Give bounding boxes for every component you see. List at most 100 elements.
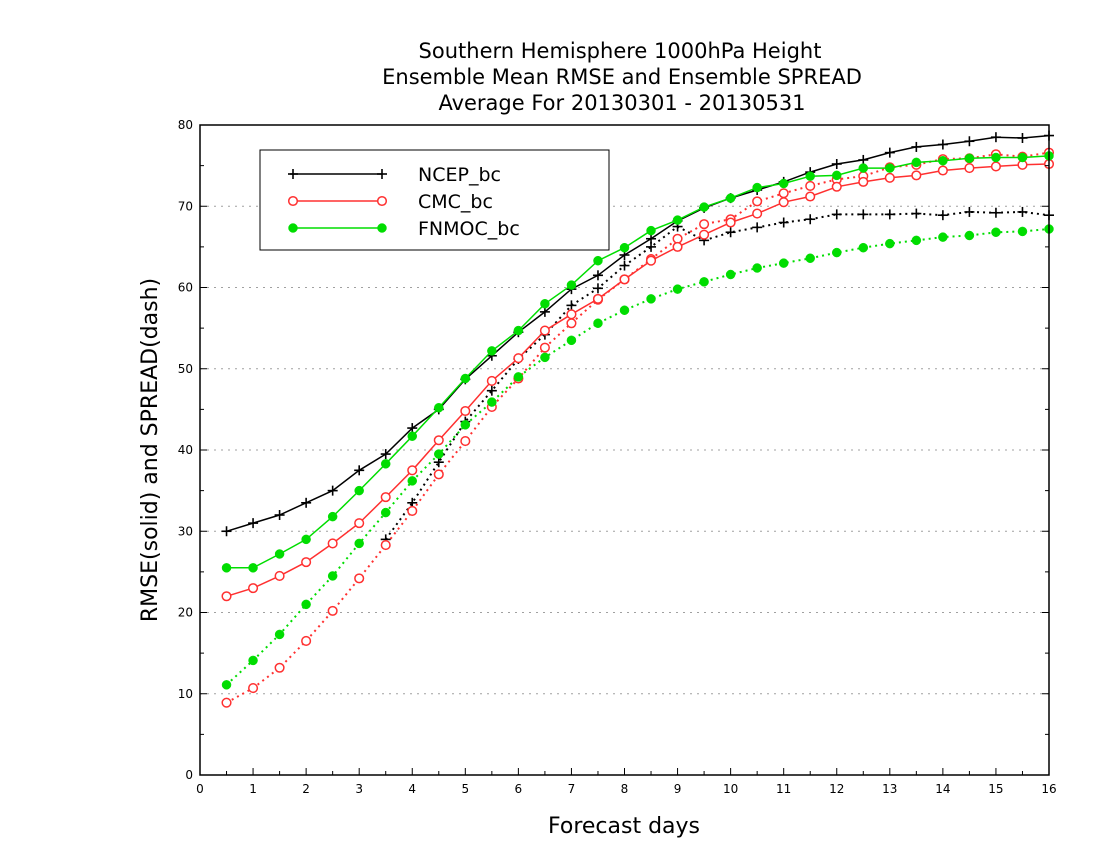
chart-title-line-2: Ensemble Mean RMSE and Ensemble SPREAD [382, 65, 862, 89]
y-tick-label-70: 70 [178, 199, 193, 213]
spread-point-fnmoc-bc [911, 235, 922, 246]
spread-line-ncep-bc [384, 210, 1050, 540]
x-tick-label-13: 13 [882, 782, 897, 796]
x-tick-label-8: 8 [621, 782, 629, 796]
spread-point-ncep-bc [831, 209, 842, 220]
spread-point-ncep-bc [990, 207, 1001, 218]
rmse-point-cmc-bc [301, 557, 312, 568]
x-tick-label-2: 2 [302, 782, 310, 796]
x-tick-label-10: 10 [723, 782, 738, 796]
rmse-point-cmc-bc [354, 518, 365, 529]
rmse-point-fnmoc-bc [327, 511, 338, 522]
spread-point-ncep-bc [911, 208, 922, 219]
rmse-point-ncep-bc [592, 270, 603, 281]
rmse-point-cmc-bc [645, 255, 657, 266]
spread-point-fnmoc-bc [1017, 226, 1028, 237]
spread-point-fnmoc-bc [407, 476, 417, 486]
spread-point-cmc-bc [380, 540, 391, 551]
rmse-point-cmc-bc [884, 172, 895, 183]
rmse-point-ncep-bc [221, 526, 232, 537]
x-tick-label-11: 11 [776, 782, 791, 796]
y-tick-label-20: 20 [178, 606, 193, 620]
rmse-point-fnmoc-bc [460, 373, 471, 384]
legend-marker-cmc-bc [376, 195, 388, 207]
rmse-point-fnmoc-bc [593, 255, 603, 266]
x-tick-label-4: 4 [408, 782, 416, 796]
spread-point-cmc-bc [805, 180, 816, 191]
rmse-point-fnmoc-bc [274, 549, 285, 559]
rmse-point-cmc-bc [699, 229, 710, 240]
rmse-point-ncep-bc [1017, 133, 1028, 143]
rmse-point-cmc-bc [486, 375, 497, 386]
rmse-point-fnmoc-bc [778, 178, 789, 189]
spread-point-fnmoc-bc [885, 238, 895, 249]
rmse-point-ncep-bc [327, 485, 338, 496]
spread-point-ncep-bc [964, 206, 975, 217]
spread-point-ncep-bc [619, 260, 630, 271]
rmse-point-cmc-bc [964, 163, 975, 174]
legend: NCEP_bc CMC_bc FNMOC_bc [259, 149, 610, 251]
rmse-point-ncep-bc [831, 159, 842, 169]
spread-point-fnmoc-bc [513, 372, 524, 382]
rmse-point-ncep-bc [990, 132, 1001, 143]
spread-point-fnmoc-bc [805, 253, 815, 263]
spread-point-fnmoc-bc [301, 599, 311, 610]
x-tick-label-15: 15 [988, 782, 1003, 796]
spread-point-fnmoc-bc [460, 420, 471, 430]
rmse-point-ncep-bc [248, 518, 259, 529]
legend-item-ncep-bc: NCEP_bc [288, 164, 501, 186]
rmse-point-ncep-bc [964, 136, 975, 147]
legend-marker-fnmoc-bc [377, 223, 387, 233]
spread-point-fnmoc-bc [858, 242, 869, 253]
spread-point-fnmoc-bc [646, 294, 656, 304]
rmse-point-fnmoc-bc [1017, 152, 1028, 163]
spread-point-fnmoc-bc [699, 277, 709, 287]
title-group: Southern Hemisphere 1000hPa Height Ensem… [382, 39, 862, 115]
spread-point-cmc-bc [433, 469, 444, 480]
rmse-point-fnmoc-bc [248, 563, 258, 573]
rmse-point-ncep-bc [646, 233, 657, 244]
spread-point-cmc-bc [460, 436, 471, 447]
spread-point-ncep-bc [858, 209, 869, 220]
rmse-point-fnmoc-bc [911, 157, 922, 168]
rmse-point-fnmoc-bc [725, 193, 736, 203]
spread-point-fnmoc-bc [540, 352, 550, 363]
spread-point-ncep-bc [937, 210, 948, 221]
legend-label-cmc-bc: CMC_bc [418, 191, 493, 213]
rmse-point-cmc-bc [725, 217, 736, 228]
rmse-point-ncep-bc [380, 449, 391, 460]
rmse-point-fnmoc-bc [858, 163, 869, 173]
x-tick-label-6: 6 [515, 782, 523, 796]
x-tick-label-0: 0 [196, 782, 204, 796]
rmse-point-fnmoc-bc [566, 280, 577, 290]
rmse-point-cmc-bc [752, 208, 763, 219]
rmse-point-cmc-bc [937, 165, 948, 176]
rmse-point-ncep-bc [858, 154, 869, 165]
spread-point-cmc-bc [672, 233, 683, 244]
rmse-point-fnmoc-bc [964, 153, 975, 164]
spread-point-fnmoc-bc [274, 629, 285, 640]
spread-point-ncep-bc [778, 217, 789, 228]
rmse-point-cmc-bc [858, 176, 869, 187]
rmse-point-fnmoc-bc [832, 170, 842, 181]
x-tick-label-14: 14 [935, 782, 950, 796]
spread-point-cmc-bc [274, 662, 285, 673]
rmse-point-cmc-bc [539, 325, 550, 336]
x-tick-label-7: 7 [568, 782, 576, 796]
spread-point-cmc-bc [566, 318, 577, 329]
legend-marker-ncep-bc [377, 169, 387, 179]
rmse-point-ncep-bc [884, 147, 895, 158]
rmse-point-cmc-bc [778, 197, 789, 208]
rmse-point-fnmoc-bc [619, 242, 630, 253]
spread-point-ncep-bc [1017, 206, 1028, 217]
x-tick-label-3: 3 [355, 782, 363, 796]
spread-point-cmc-bc [752, 196, 763, 207]
rmse-point-cmc-bc [566, 309, 577, 320]
spread-point-ncep-bc [592, 283, 603, 294]
x-tick-label-12: 12 [829, 782, 844, 796]
spread-point-fnmoc-bc [380, 507, 391, 518]
rmse-point-cmc-bc [911, 170, 922, 181]
rmse-point-fnmoc-bc [672, 215, 683, 225]
spread-point-ncep-bc [752, 222, 763, 233]
